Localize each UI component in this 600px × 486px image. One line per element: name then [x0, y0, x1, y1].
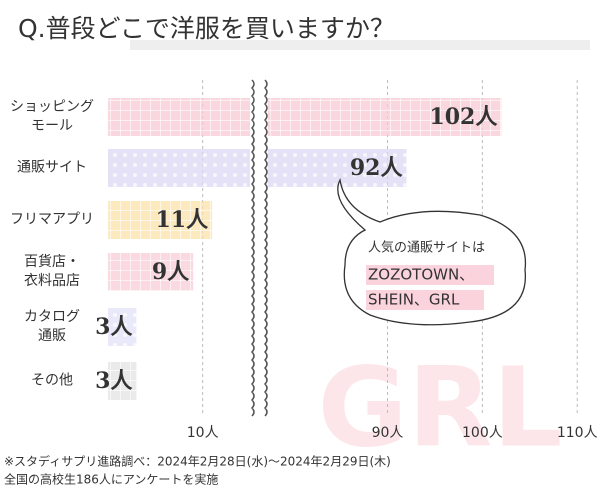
annotation: 人気の通販サイトは [368, 240, 485, 256]
x-tick-label: 90人 [372, 425, 404, 441]
bar [268, 149, 407, 187]
footnote: ※スタディサプリ進路調べ：2024年2月28日(水)〜2024年2月29日(木) [4, 454, 391, 469]
category-label: ショッピング モール [10, 99, 94, 134]
axis-break [250, 79, 255, 417]
footnote: 全国の高校生186人にアンケートを実施 [4, 472, 218, 486]
chart-title: Q.普段どこで洋服を買いますか？ [18, 14, 395, 43]
highlight [366, 290, 484, 310]
value-label: 102人 [429, 104, 497, 130]
value-label: 11人 [156, 207, 209, 233]
bar [108, 253, 194, 291]
category-label: フリマアプリ [10, 211, 94, 228]
value-label: 9人 [152, 259, 189, 285]
bar [108, 308, 137, 346]
bar [108, 201, 213, 239]
x-tick-label: 10人 [187, 425, 219, 441]
x-tick-label: 100人 [462, 425, 503, 441]
category-label: カタログ 通販 [24, 309, 80, 344]
category-label: 通販サイト [17, 159, 87, 176]
x-tick-label: 110人 [557, 425, 598, 441]
bar [268, 98, 502, 136]
watermark: GRL [317, 343, 562, 471]
axis-break [263, 79, 268, 417]
annotation: SHEIN、GRL [368, 291, 460, 309]
value-label: 3人 [95, 368, 132, 394]
value-label: 92人 [350, 155, 403, 181]
bubble [337, 177, 527, 326]
highlight [366, 265, 494, 285]
bar-part [108, 98, 250, 136]
bar-part [108, 149, 250, 187]
value-label: 3人 [95, 314, 132, 340]
bar [108, 362, 137, 400]
category-label: 百貨店・ 衣料品店 [24, 254, 80, 289]
title-underline [130, 40, 590, 50]
annotation: ZOZOTOWN、 [368, 266, 474, 284]
category-label: その他 [31, 372, 73, 389]
